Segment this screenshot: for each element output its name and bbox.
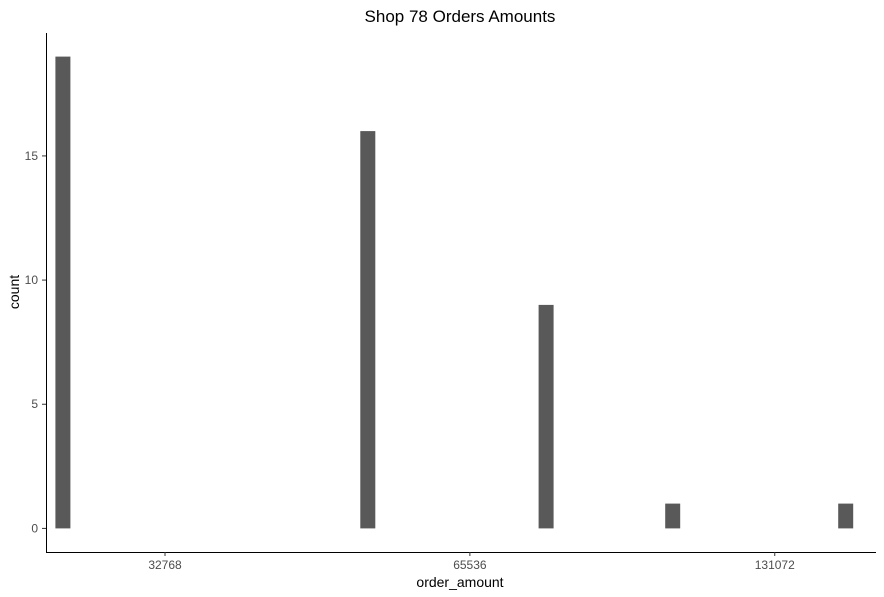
y-ticks-group: 0 5 10 15	[25, 149, 46, 535]
x-ticks-group: 32768 65536 131072	[148, 552, 795, 572]
y-tick-label-15: 15	[25, 149, 39, 163]
y-tick-label-10: 10	[25, 273, 39, 287]
bar-3	[538, 304, 554, 529]
chart-title: Shop 78 Orders Amounts	[365, 7, 556, 26]
bar-1	[55, 56, 71, 529]
y-tick-label-5: 5	[31, 397, 38, 411]
bar-5	[838, 503, 854, 529]
x-axis-title: order_amount	[416, 574, 503, 590]
x-tick-label-131072: 131072	[755, 558, 795, 572]
bar-2	[360, 131, 376, 529]
bar-4	[665, 503, 681, 529]
bars-group	[55, 56, 854, 529]
x-tick-label-32768: 32768	[148, 558, 182, 572]
x-tick-label-65536: 65536	[453, 558, 487, 572]
y-tick-label-0: 0	[31, 521, 38, 535]
y-axis-title: count	[6, 275, 22, 309]
